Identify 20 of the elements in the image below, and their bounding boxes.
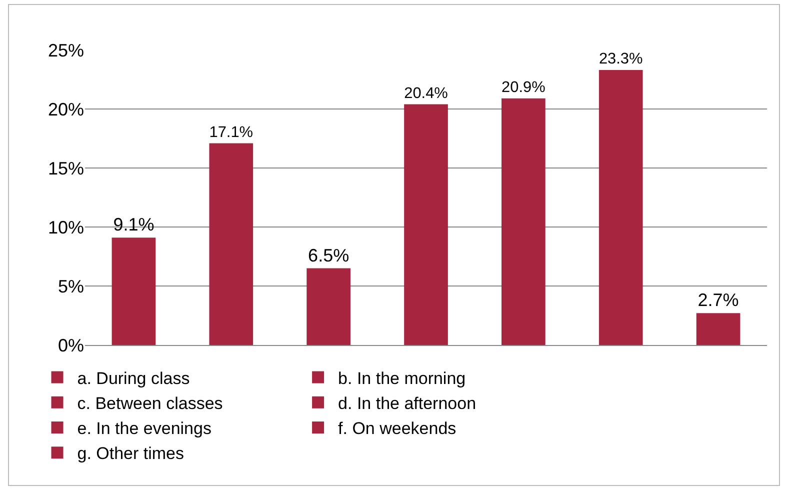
legend-label: g. Other times (77, 444, 184, 464)
y-tick-label: 20% (48, 99, 84, 120)
legend-label: e. In the evenings (77, 419, 212, 438)
legend-label: f. On weekends (338, 419, 456, 438)
data-label: 20.4% (404, 84, 448, 102)
data-label: 23.3% (598, 50, 644, 68)
y-tick-label: 10% (48, 217, 84, 238)
y-tick-label: 5% (58, 276, 84, 296)
data-label: 2.7% (698, 290, 739, 310)
legend-label: d. In the afternoon (338, 394, 476, 414)
legend-label: a. During class (77, 368, 190, 388)
data-label: 9.1% (113, 214, 154, 235)
y-tick-label: 25% (48, 40, 84, 60)
data-label: 6.5% (308, 245, 350, 266)
legend-label: b. In the morning (338, 368, 466, 388)
data-label: 20.9% (502, 78, 546, 96)
y-tick-label: 0% (58, 335, 84, 356)
legend-label: c. Between classes (77, 394, 223, 414)
y-tick-label: 15% (48, 158, 84, 178)
data-label: 17.1% (209, 124, 254, 141)
